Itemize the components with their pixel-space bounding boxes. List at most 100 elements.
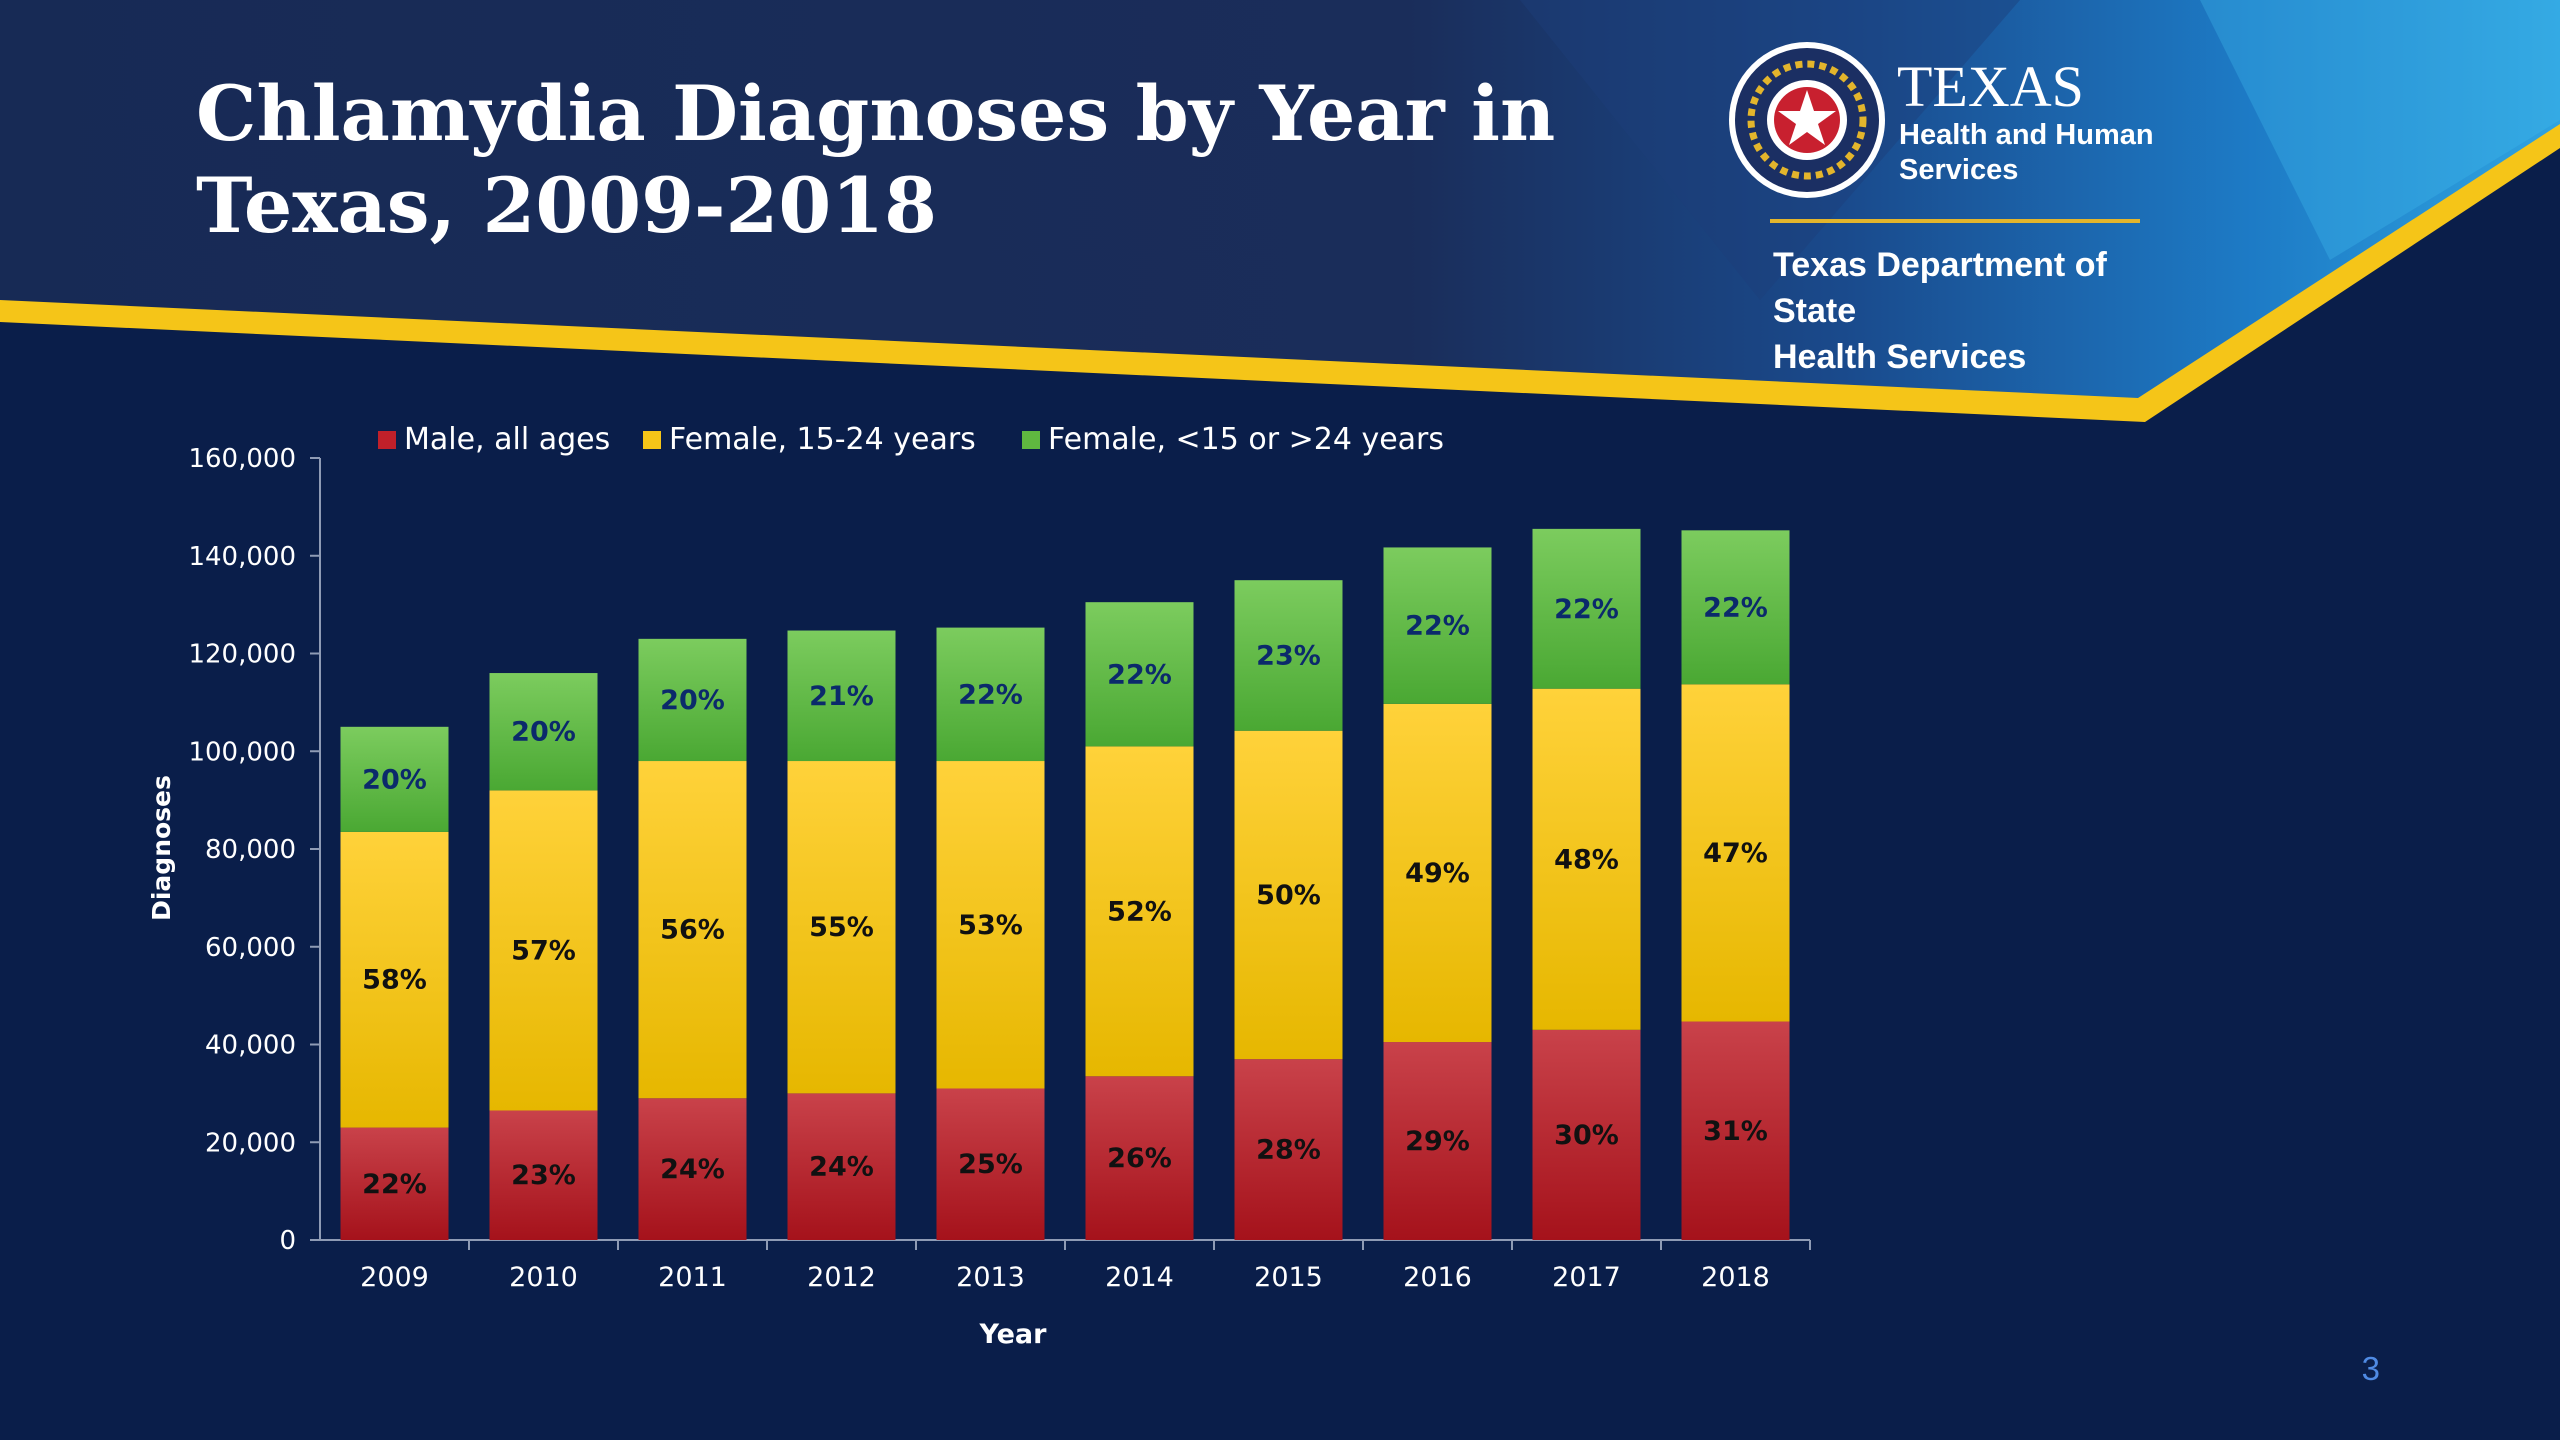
bar-data-label: 22% xyxy=(1703,592,1768,623)
bar-data-label: 28% xyxy=(1256,1135,1321,1166)
bar-data-label: 57% xyxy=(511,935,576,966)
texas-hhs-logo: TEXAS Health and Human Services Texas De… xyxy=(1725,38,2154,376)
x-tick-label: 2011 xyxy=(658,1262,727,1293)
bar-segment-female-15-24 xyxy=(787,761,896,1094)
slide-title: Chlamydia Diagnoses by Year in Texas, 20… xyxy=(196,68,1596,252)
bar-segment-male xyxy=(489,1110,598,1240)
header-banner xyxy=(0,0,2560,410)
bar-segment-male xyxy=(340,1127,449,1240)
legend-label: Female, 15-24 years xyxy=(669,422,976,457)
x-tick-label: 2013 xyxy=(956,1262,1025,1293)
bar-data-label: 56% xyxy=(660,915,725,946)
logo-hhs-line: Services xyxy=(1899,154,2019,186)
bar-data-label: 22% xyxy=(1107,659,1172,690)
bar-segment-female-15-24 xyxy=(936,761,1045,1089)
bar-data-label: 22% xyxy=(1405,611,1470,642)
bar-data-label: 29% xyxy=(1405,1126,1470,1157)
legend-label: Female, <15 or >24 years xyxy=(1048,422,1444,457)
logo-divider xyxy=(1770,219,2140,223)
bar-segment-male xyxy=(638,1098,747,1240)
slide-title-line: Chlamydia Diagnoses by Year in xyxy=(196,69,1556,158)
bar-segment-male xyxy=(1383,1042,1492,1240)
bar-data-label: 25% xyxy=(958,1149,1023,1180)
x-tick-label: 2017 xyxy=(1552,1262,1621,1293)
bar-data-label: 49% xyxy=(1405,858,1470,889)
legend-swatch xyxy=(643,431,661,449)
page-number: 3 xyxy=(2361,1350,2380,1387)
y-tick-label: 80,000 xyxy=(205,835,296,865)
bar-data-label: 23% xyxy=(1256,640,1321,671)
bar-data-label: 53% xyxy=(958,910,1023,941)
legend-swatch xyxy=(1022,431,1040,449)
bar-segment-female-other xyxy=(1234,580,1343,731)
bar-segment-female-other xyxy=(936,627,1045,762)
bar-segment-male xyxy=(1681,1021,1790,1240)
bar-data-label: 23% xyxy=(511,1160,576,1191)
x-tick-label: 2016 xyxy=(1403,1262,1472,1293)
bar-segment-male xyxy=(787,1093,896,1240)
bar-segment-female-15-24 xyxy=(1085,746,1194,1077)
bar-segment-female-other xyxy=(1532,528,1641,689)
bar-data-label: 20% xyxy=(511,717,576,748)
bar-segment-female-other xyxy=(638,638,747,762)
x-tick-label: 2009 xyxy=(360,1262,429,1293)
bar-segment-female-15-24 xyxy=(1383,703,1492,1043)
bar-segment-female-15-24 xyxy=(1532,688,1641,1030)
accent-band xyxy=(0,124,2560,422)
y-tick-label: 40,000 xyxy=(205,1031,296,1061)
bar-segment-female-other xyxy=(340,726,449,832)
bar-segment-female-15-24 xyxy=(1681,684,1790,1022)
logo-dshs-line: Health Services xyxy=(1773,338,2027,376)
slide-title-line: Texas, 2009-2018 xyxy=(196,161,938,250)
y-tick-label: 140,000 xyxy=(188,542,296,572)
legend-label: Male, all ages xyxy=(404,422,610,457)
bar-data-label: 26% xyxy=(1107,1143,1172,1174)
header-shard xyxy=(2200,0,2560,260)
x-tick-label: 2012 xyxy=(807,1262,876,1293)
bar-segment-female-15-24 xyxy=(340,831,449,1128)
logo-hhs-line: Health and Human xyxy=(1899,119,2154,151)
y-tick-label: 20,000 xyxy=(205,1128,296,1158)
x-tick-label: 2018 xyxy=(1701,1262,1770,1293)
x-tick-label: 2010 xyxy=(509,1262,578,1293)
bar-segment-male xyxy=(1085,1076,1194,1240)
y-tick-label: 120,000 xyxy=(188,640,296,670)
bar-data-label: 21% xyxy=(809,681,874,712)
bar-data-label: 30% xyxy=(1554,1120,1619,1151)
bar-segment-female-other xyxy=(1681,530,1790,685)
texas-seal-icon xyxy=(1729,42,1885,198)
logo-dshs-line: Texas Department of State xyxy=(1773,246,2107,330)
bar-segment-female-other xyxy=(787,630,896,762)
bar-data-label: 22% xyxy=(362,1169,427,1200)
logo-texas-wordmark: TEXAS xyxy=(1897,54,2084,119)
bar-data-label: 24% xyxy=(660,1154,725,1185)
x-tick-label: 2014 xyxy=(1105,1262,1174,1293)
bar-data-label: 20% xyxy=(362,764,427,795)
bar-data-label: 55% xyxy=(809,912,874,943)
y-tick-label: 60,000 xyxy=(205,933,296,963)
bar-segment-female-other xyxy=(489,673,598,791)
bar-segment-male xyxy=(936,1088,1045,1240)
bar-data-label: 22% xyxy=(1554,594,1619,625)
x-axis-title: Year xyxy=(979,1319,1048,1350)
bar-data-label: 20% xyxy=(660,685,725,716)
bar-segment-female-15-24 xyxy=(1234,730,1343,1060)
bar-data-label: 58% xyxy=(362,965,427,996)
bar-segment-female-other xyxy=(1383,547,1492,704)
bar-segment-female-15-24 xyxy=(489,790,598,1111)
y-tick-label: 160,000 xyxy=(188,444,296,474)
logo-dshs-text: Texas Department of State Health Service… xyxy=(1773,242,2153,380)
bar-data-label: 52% xyxy=(1107,896,1172,927)
bar-data-label: 22% xyxy=(958,679,1023,710)
bar-segment-female-other xyxy=(1085,602,1194,747)
bar-segment-male xyxy=(1532,1029,1641,1240)
bar-data-label: 47% xyxy=(1703,838,1768,869)
bar-data-label: 50% xyxy=(1256,880,1321,911)
y-axis-title: Diagnoses xyxy=(147,775,176,921)
y-tick-label: 0 xyxy=(279,1226,296,1256)
bar-data-label: 24% xyxy=(809,1152,874,1183)
bar-data-label: 31% xyxy=(1703,1116,1768,1147)
x-tick-label: 2015 xyxy=(1254,1262,1323,1293)
legend-swatch xyxy=(378,431,396,449)
